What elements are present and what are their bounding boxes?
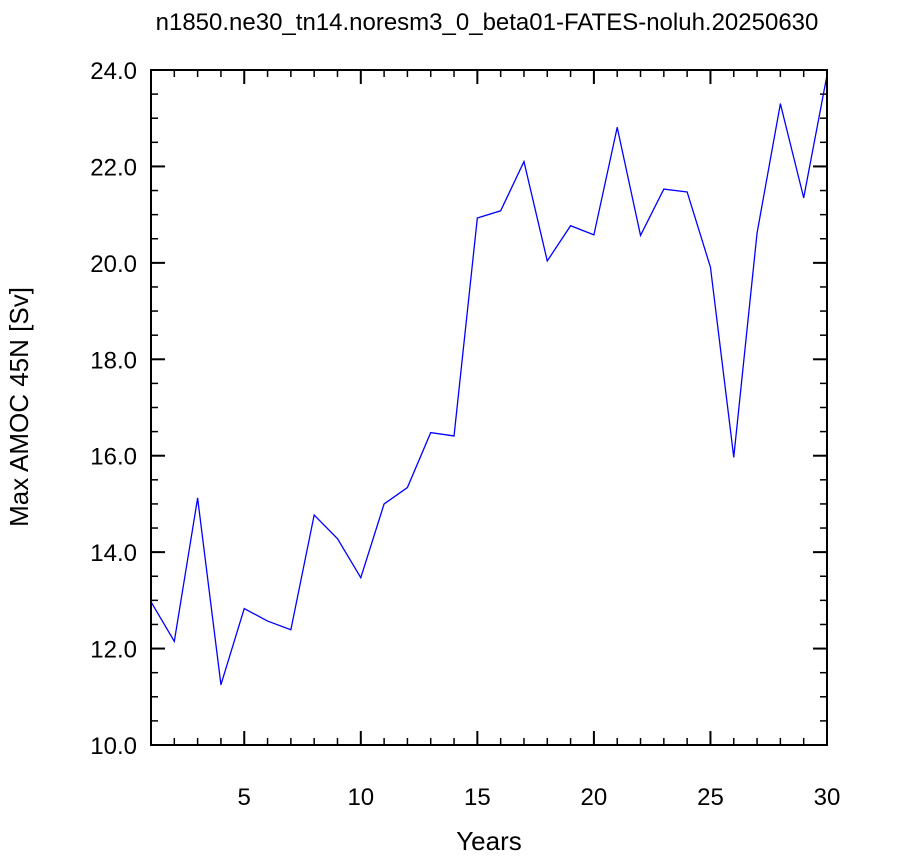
data-point: [290, 629, 292, 631]
x-tick-label: 25: [697, 784, 724, 811]
y-tick-label: 24.0: [90, 58, 137, 85]
y-tick-label: 12.0: [90, 637, 137, 664]
data-point: [220, 684, 222, 686]
y-tick-label: 20.0: [90, 251, 137, 278]
tick-labels-layer: 5 10 15 20 25 30 10.0 12.0 14.0 16.0 18.0 20.0 22.0 2…: [90, 58, 840, 811]
data-point: [476, 217, 478, 219]
x-tick-label: 20: [581, 784, 608, 811]
data-point: [523, 161, 525, 163]
data-point: [570, 225, 572, 227]
data-point: [267, 620, 269, 622]
chart-title: n1850.ne30_tn14.noresm3_0_beta01-FATES-n…: [156, 9, 819, 36]
plot-frame: [150, 69, 828, 746]
data-point: [756, 232, 758, 234]
data-point: [383, 503, 385, 505]
data-point: [243, 608, 245, 610]
series-line: [150, 75, 828, 685]
data-point: [733, 456, 735, 458]
data-point: [173, 640, 175, 642]
data-point: [406, 487, 408, 489]
y-tick-label: 18.0: [90, 347, 137, 374]
y-tick-label: 22.0: [90, 154, 137, 181]
y-tick-label: 10.0: [90, 733, 137, 760]
data-point: [686, 191, 688, 193]
data-point: [709, 266, 711, 268]
data-point: [360, 577, 362, 579]
data-point: [336, 538, 338, 540]
series-layer: [150, 74, 828, 686]
y-tick-label: 16.0: [90, 444, 137, 471]
x-tick-label: 5: [238, 784, 251, 811]
data-point: [663, 188, 665, 190]
x-tick-label: 15: [464, 784, 491, 811]
data-point: [640, 234, 642, 236]
data-point: [313, 514, 315, 516]
data-point: [453, 435, 455, 437]
data-point: [500, 210, 502, 212]
y-tick-label: 14.0: [90, 540, 137, 567]
data-point: [779, 103, 781, 105]
data-point: [197, 497, 199, 499]
data-point: [803, 197, 805, 199]
ticks-layer: [150, 69, 828, 746]
y-axis-label: Max AMOC 45N [Sv]: [4, 287, 34, 527]
x-axis-label: Years: [456, 826, 522, 856]
data-point: [593, 234, 595, 236]
x-tick-label: 10: [347, 784, 374, 811]
data-point: [616, 126, 618, 128]
data-point: [546, 260, 548, 262]
x-tick-label: 30: [814, 784, 841, 811]
data-point: [430, 432, 432, 434]
